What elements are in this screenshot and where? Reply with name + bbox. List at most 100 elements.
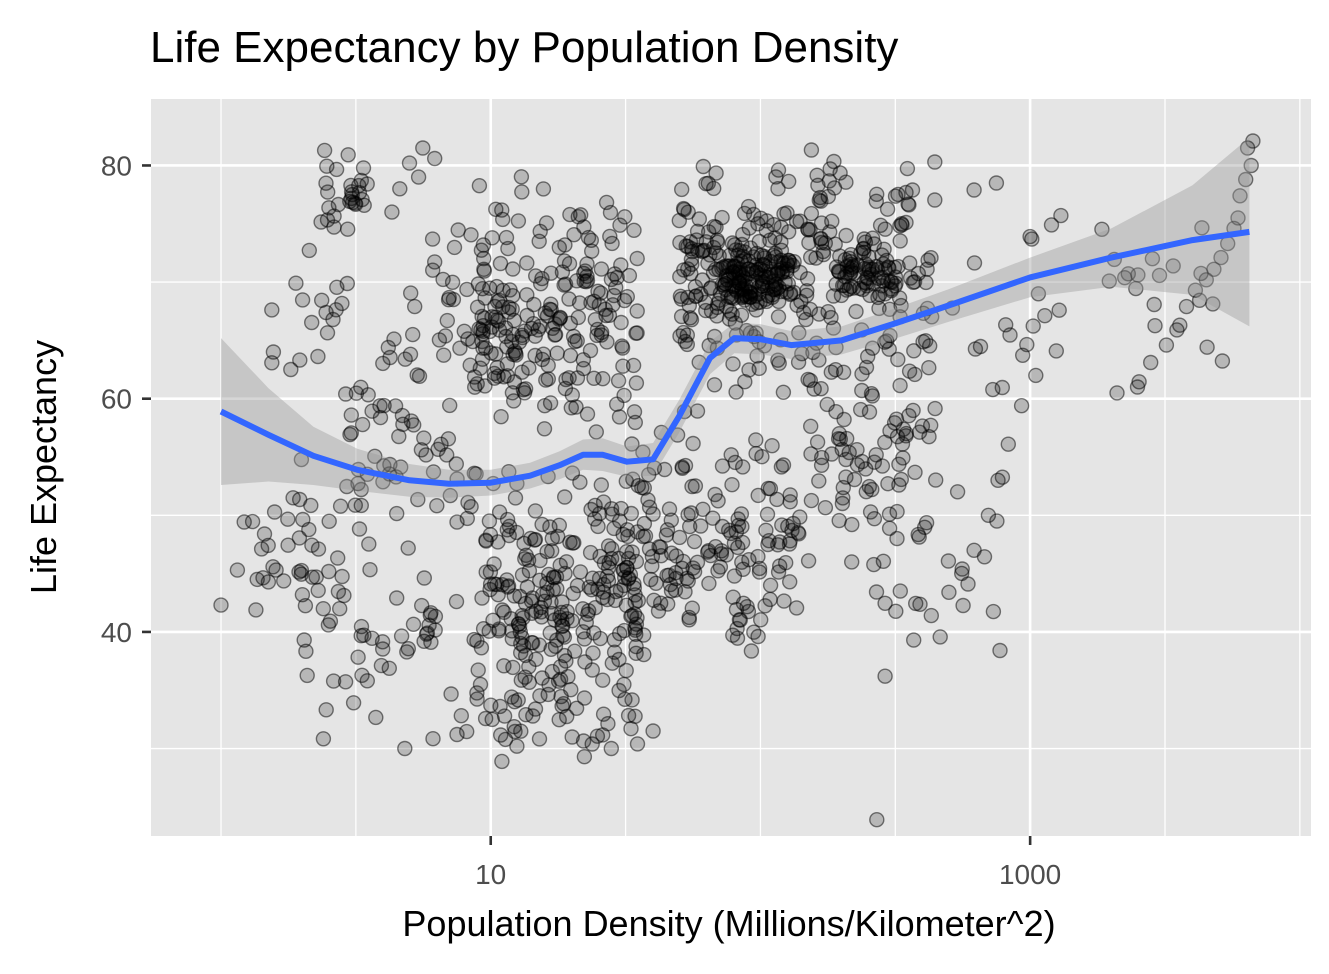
data-point [599, 568, 616, 584]
data-point [813, 234, 830, 251]
data-point [754, 271, 771, 287]
data-point [448, 456, 464, 472]
data-point [248, 602, 264, 618]
data-point [483, 345, 499, 361]
data-point [575, 733, 592, 749]
data-point [888, 603, 904, 619]
data-point [330, 196, 347, 213]
data-point [604, 235, 620, 252]
data-point [907, 464, 923, 480]
data-point [606, 644, 623, 660]
data-point [413, 442, 430, 458]
data-point [628, 375, 645, 391]
data-point [831, 263, 847, 280]
data-point [236, 514, 252, 530]
data-point [1028, 367, 1044, 384]
data-point [985, 603, 1002, 620]
x-tick-label: 1000 [999, 859, 1061, 890]
data-point [613, 314, 629, 331]
data-point [684, 478, 700, 495]
data-point [1151, 267, 1168, 284]
data-point [813, 457, 830, 473]
data-point [627, 622, 643, 638]
data-point [456, 323, 472, 339]
data-point [374, 634, 391, 650]
data-point [476, 263, 492, 279]
data-point [587, 312, 603, 328]
data-point [833, 287, 850, 304]
data-point [558, 371, 574, 388]
data-point [879, 201, 896, 217]
data-point [691, 211, 707, 227]
data-point [393, 459, 409, 475]
data-point [1206, 261, 1222, 277]
data-point [811, 306, 827, 322]
data-point [557, 276, 574, 292]
data-point [990, 472, 1006, 488]
data-point [1146, 296, 1162, 313]
data-point [500, 240, 516, 257]
data-point [494, 753, 510, 770]
data-point [748, 432, 764, 448]
data-point [328, 302, 344, 318]
data-point [627, 414, 643, 431]
data-point [256, 526, 273, 542]
data-point [527, 503, 544, 519]
data-point [616, 562, 632, 578]
data-point [368, 709, 384, 726]
data-point [1169, 322, 1185, 338]
data-point [1158, 337, 1175, 353]
data-point [315, 601, 331, 617]
data-point [919, 261, 935, 277]
data-point [253, 541, 270, 557]
data-point [1013, 398, 1030, 414]
data-point [626, 222, 642, 239]
data-point [735, 459, 751, 475]
data-point [416, 570, 432, 586]
data-point [724, 477, 740, 493]
data-point [499, 368, 516, 384]
data-point [661, 567, 677, 583]
data-point [540, 357, 556, 374]
data-point [472, 360, 488, 376]
data-point [482, 564, 499, 580]
data-point [569, 273, 585, 289]
data-point [350, 649, 366, 665]
data-point [347, 497, 363, 513]
data-point [761, 533, 777, 549]
data-point [568, 399, 584, 415]
data-point [401, 155, 418, 171]
data-point [297, 598, 314, 614]
data-point [751, 360, 767, 377]
data-point [799, 271, 816, 287]
data-point [645, 723, 661, 739]
data-point [359, 673, 375, 689]
data-point [853, 401, 869, 418]
data-point [495, 282, 511, 299]
data-point [386, 331, 402, 347]
data-point [292, 352, 308, 368]
data-point [535, 586, 551, 603]
data-point [911, 529, 927, 545]
data-point [600, 538, 617, 554]
data-point [472, 676, 489, 693]
data-point [928, 472, 944, 488]
data-point [415, 140, 431, 156]
data-point [824, 446, 840, 462]
data-point [726, 568, 743, 584]
data-point [550, 528, 566, 545]
data-point [733, 307, 750, 323]
data-point [595, 590, 611, 606]
data-point [424, 231, 441, 247]
data-point [356, 627, 372, 643]
data-point [954, 565, 970, 582]
chart-title: Life Expectancy by Population Density [150, 23, 898, 72]
data-point [319, 325, 336, 341]
data-point [537, 398, 553, 414]
data-point [800, 553, 817, 569]
data-point [532, 223, 548, 240]
data-point [672, 234, 688, 251]
data-point [966, 542, 982, 558]
data-point [561, 256, 578, 272]
data-point [1147, 318, 1163, 334]
